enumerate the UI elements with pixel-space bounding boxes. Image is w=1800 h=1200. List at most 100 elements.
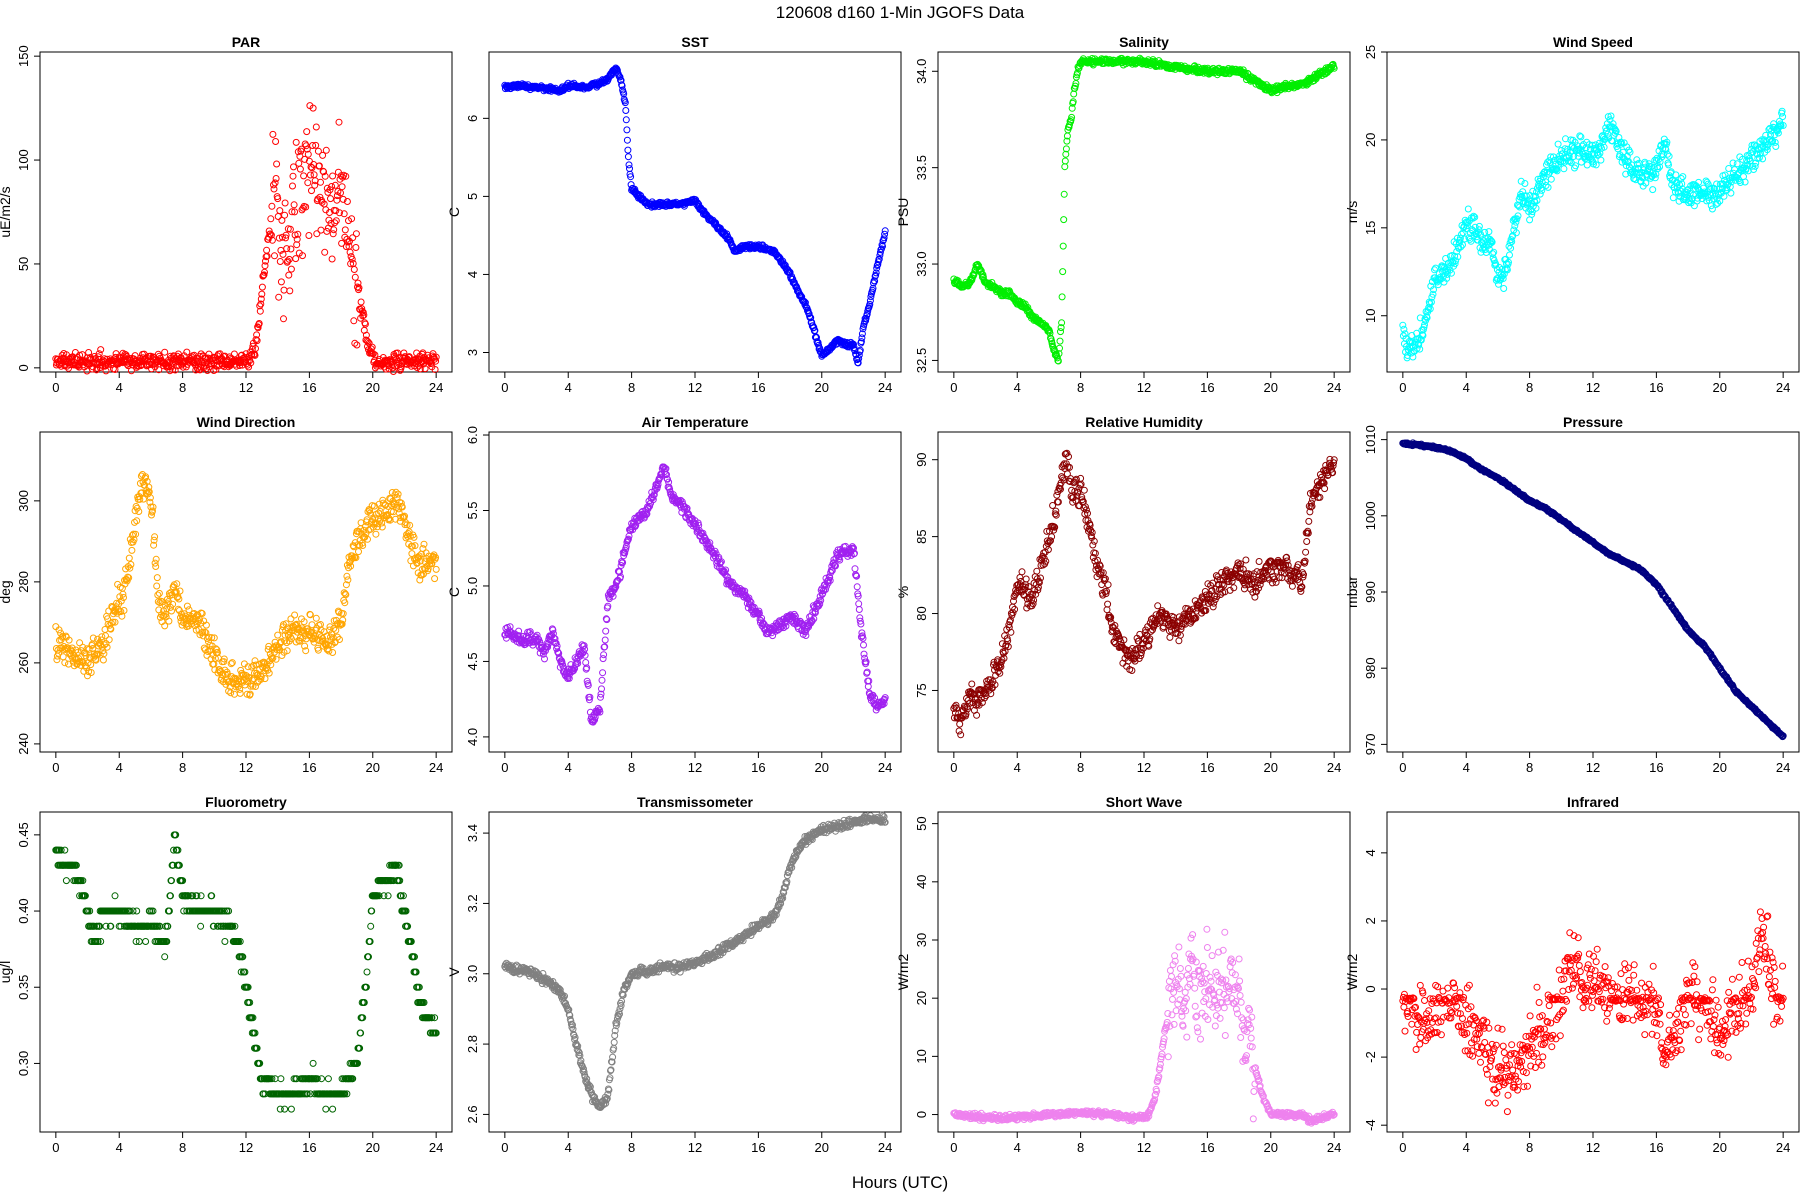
- data-point: [627, 173, 635, 181]
- data-point: [1669, 194, 1677, 202]
- data-point: [286, 225, 294, 233]
- data-point: [1089, 541, 1097, 549]
- data-point: [274, 213, 282, 220]
- y-tick-label: 33.0: [914, 251, 929, 276]
- data-point: [352, 244, 360, 251]
- data-points: [501, 463, 889, 726]
- data-point: [255, 320, 263, 327]
- data-point: [625, 161, 633, 169]
- data-point: [1061, 157, 1069, 165]
- data-point: [1080, 486, 1088, 494]
- data-point: [957, 731, 965, 739]
- data-point: [1725, 165, 1733, 172]
- panel-title: Salinity: [1119, 34, 1169, 50]
- x-tick-label: 24: [878, 760, 892, 775]
- plot-frame: [39, 431, 453, 753]
- data-point: [598, 676, 606, 684]
- data-point: [1104, 581, 1112, 589]
- data-point: [168, 607, 175, 615]
- y-tick-label: 280: [16, 571, 31, 593]
- data-point: [319, 151, 327, 159]
- data-point: [85, 349, 93, 356]
- data-point: [350, 317, 358, 325]
- data-point: [252, 345, 259, 352]
- panel-title: Wind Direction: [197, 414, 296, 430]
- data-point: [272, 175, 280, 182]
- x-tick-label: 24: [878, 380, 892, 395]
- data-point: [955, 727, 963, 735]
- data-point: [371, 351, 379, 359]
- data-point: [600, 651, 608, 659]
- data-point: [285, 271, 293, 279]
- data-point: [305, 232, 313, 239]
- data-point: [78, 351, 86, 359]
- data-point: [318, 198, 326, 206]
- data-point: [413, 364, 421, 371]
- data-point: [306, 171, 314, 179]
- x-tick-label: 24: [429, 380, 443, 395]
- y-tick-label: 6: [465, 115, 480, 122]
- data-point: [349, 234, 357, 242]
- data-point: [336, 209, 343, 217]
- data-point: [339, 195, 347, 203]
- data-point: [277, 278, 285, 286]
- data-point: [973, 711, 981, 719]
- y-tick-label: 33.5: [914, 155, 929, 180]
- data-point: [355, 284, 363, 292]
- x-tick-label: 20: [815, 380, 829, 395]
- data-point: [280, 315, 287, 323]
- data-point: [268, 202, 276, 210]
- data-point: [317, 178, 324, 186]
- data-point: [855, 606, 863, 613]
- data-point: [372, 530, 380, 538]
- data-point: [304, 150, 312, 158]
- y-tick-label: 15: [1363, 221, 1378, 235]
- data-points: [1399, 107, 1787, 362]
- data-points: [52, 471, 440, 699]
- data-point: [274, 631, 282, 639]
- x-tick-label: 12: [1586, 380, 1600, 395]
- data-point: [291, 231, 299, 239]
- data-point: [1409, 353, 1417, 361]
- y-tick-label: 4: [465, 271, 480, 278]
- data-points: [52, 102, 440, 375]
- x-tick-label: 24: [1327, 380, 1341, 395]
- data-point: [312, 123, 320, 131]
- figure-title: 120608 d160 1-Min JGOFS Data: [776, 3, 1025, 22]
- data-point: [622, 116, 630, 124]
- data-point: [308, 164, 316, 172]
- y-tick-label: 3: [465, 349, 480, 356]
- data-point: [346, 248, 354, 256]
- x-tick-label: 0: [52, 760, 59, 775]
- data-point: [624, 153, 632, 161]
- data-point: [956, 720, 964, 728]
- y-tick-label: 10: [1363, 309, 1378, 323]
- data-point: [230, 690, 238, 698]
- x-tick-label: 16: [1649, 380, 1663, 395]
- data-point: [270, 181, 277, 189]
- data-point: [331, 181, 339, 189]
- data-point: [1560, 165, 1568, 173]
- data-point: [1572, 162, 1580, 170]
- data-point: [287, 615, 295, 623]
- data-point: [291, 208, 299, 216]
- data-point: [621, 99, 629, 107]
- data-point: [337, 172, 345, 180]
- data-point: [332, 207, 340, 215]
- plot-frame: [937, 51, 1351, 373]
- data-point: [126, 564, 134, 572]
- data-point: [302, 203, 310, 211]
- data-point: [853, 583, 861, 591]
- data-point: [329, 649, 337, 656]
- x-tick-label: 4: [565, 760, 572, 775]
- data-point: [293, 241, 301, 249]
- data-point: [183, 602, 191, 610]
- data-point: [360, 311, 368, 319]
- data-point: [341, 226, 349, 234]
- data-point: [152, 555, 160, 563]
- data-point: [1056, 337, 1064, 345]
- data-point: [1059, 242, 1067, 250]
- data-point: [125, 554, 133, 562]
- y-tick-label: 4.5: [465, 652, 480, 670]
